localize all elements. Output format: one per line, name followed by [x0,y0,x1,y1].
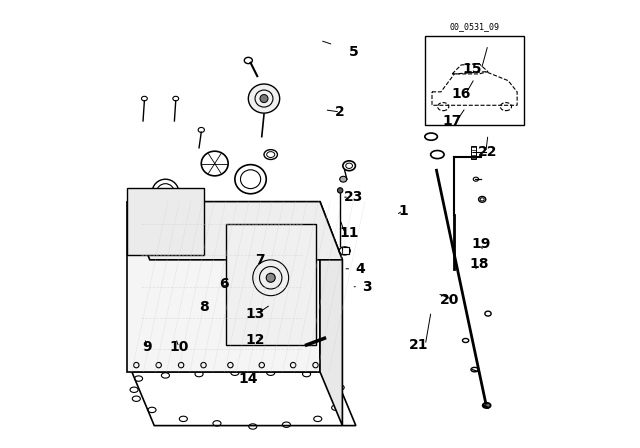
Text: 10: 10 [169,340,189,354]
Text: 23: 23 [344,190,364,204]
Text: 2: 2 [335,105,345,119]
Text: 14: 14 [239,371,258,386]
Polygon shape [472,146,476,159]
Text: 21: 21 [409,338,428,352]
Text: 7: 7 [255,253,264,267]
Polygon shape [132,372,356,426]
Polygon shape [127,202,320,372]
Text: 18: 18 [469,257,489,271]
Polygon shape [127,188,204,255]
Polygon shape [226,224,316,345]
Text: 4: 4 [355,262,365,276]
Polygon shape [127,202,342,260]
Text: 22: 22 [478,145,498,159]
Text: 1: 1 [398,203,408,218]
Text: 19: 19 [472,237,491,251]
Text: 8: 8 [198,300,209,314]
Text: 3: 3 [362,280,372,294]
Ellipse shape [266,273,275,282]
Text: 15: 15 [463,62,482,77]
Text: 13: 13 [245,306,265,321]
Text: 6: 6 [219,277,228,292]
Text: 20: 20 [440,293,460,307]
Ellipse shape [340,177,347,182]
Polygon shape [342,247,349,254]
Text: 9: 9 [143,340,152,354]
Text: 00_0531_09: 00_0531_09 [449,22,500,31]
Text: 16: 16 [451,87,471,101]
Text: 12: 12 [245,333,265,348]
Polygon shape [425,36,524,125]
Text: 5: 5 [349,44,358,59]
Ellipse shape [483,403,491,408]
Polygon shape [320,202,342,426]
Ellipse shape [260,95,268,103]
Text: 17: 17 [442,114,462,128]
Ellipse shape [248,84,280,113]
Text: 11: 11 [339,226,359,240]
Ellipse shape [337,188,343,193]
